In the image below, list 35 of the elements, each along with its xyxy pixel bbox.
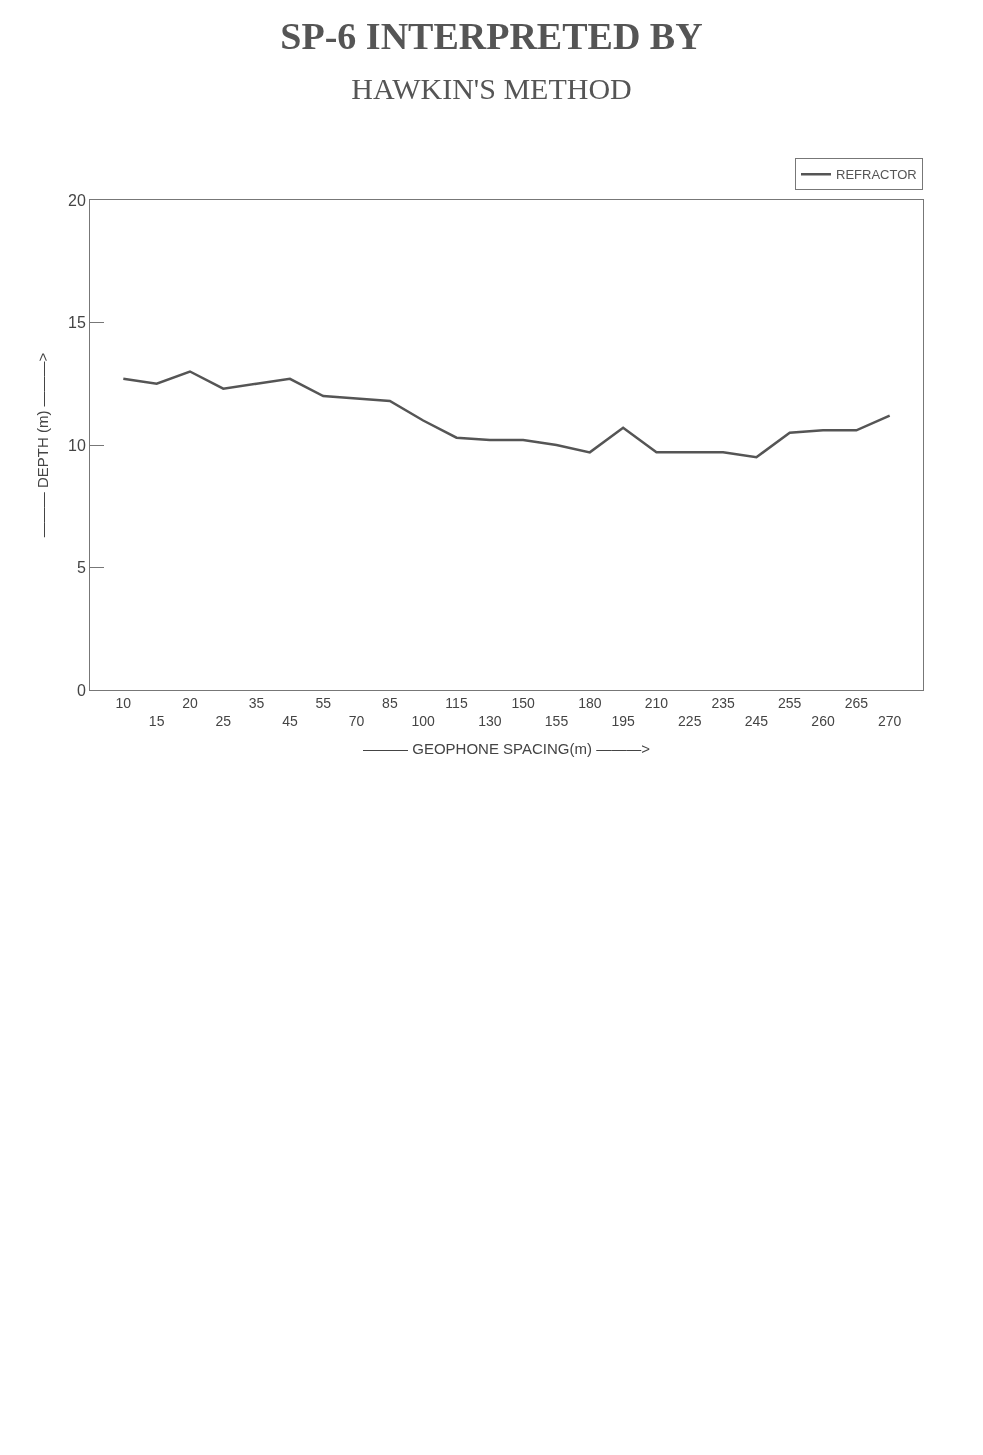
x-tick-label: 100: [411, 713, 436, 729]
chart-title: SP-6 INTERPRETED BY: [280, 15, 703, 58]
x-tick-label: 35: [248, 694, 265, 711]
x-tick-label: 265: [844, 694, 869, 711]
x-tick-label: 55: [315, 694, 332, 711]
x-tick-label: 260: [811, 713, 835, 729]
x-tick-label: 210: [644, 694, 669, 711]
line-series: [122, 370, 891, 459]
x-tick-label: 15: [148, 713, 165, 729]
y-tick-label: 20: [68, 191, 86, 209]
x-tick-label: 45: [282, 713, 298, 729]
x-tick-label: 150: [511, 694, 536, 711]
x-tick-label: 225: [678, 713, 702, 729]
x-tick-label: 235: [711, 694, 735, 711]
x-tick-label: 20: [182, 694, 198, 711]
x-tick-label: 115: [445, 694, 468, 711]
x-tick-label: 155: [544, 713, 569, 729]
x-tick-label: 10: [115, 694, 132, 711]
x-tick-label: 245: [744, 713, 769, 729]
x-tick-label: 195: [611, 713, 636, 729]
x-tick-label: 85: [382, 694, 398, 711]
x-tick-label: 180: [578, 694, 602, 711]
x-axis-title: ——— GEOPHONE SPACING(m) ———>: [363, 740, 651, 757]
y-tick-label: 0: [76, 681, 86, 699]
x-tick-label: 25: [215, 713, 232, 729]
x-tick-label: 270: [878, 713, 902, 729]
legend-label: REFRACTOR: [836, 167, 917, 183]
chart-subtitle: HAWKIN'S METHOD: [351, 71, 632, 105]
y-tick-label: 10: [68, 436, 86, 454]
y-axis-title: ——— DEPTH (m) ———>: [34, 352, 52, 538]
x-tick-label: 70: [348, 713, 365, 729]
y-tick-label: 15: [68, 314, 86, 332]
y-tick-label: 5: [76, 559, 86, 577]
x-tick-label: 255: [778, 694, 802, 711]
x-tick-label: 130: [478, 713, 502, 729]
